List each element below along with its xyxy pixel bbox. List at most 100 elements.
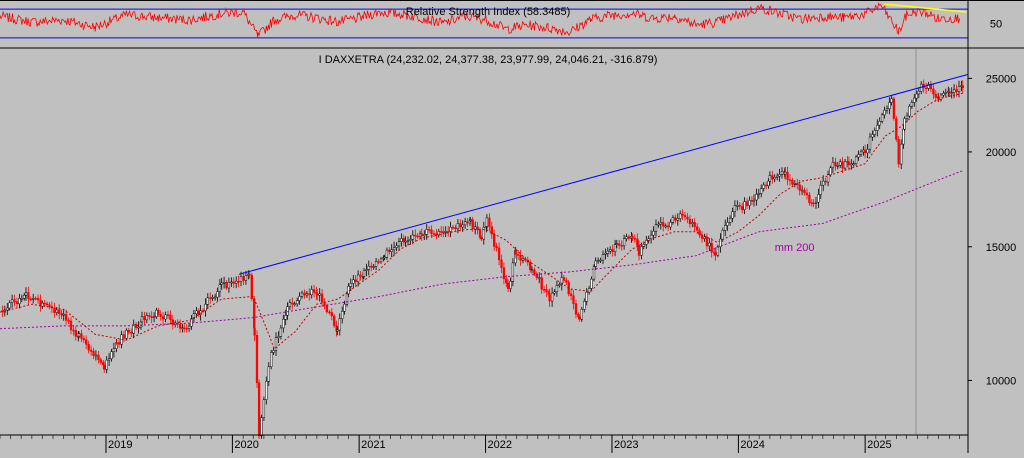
- candle-body: [55, 309, 58, 313]
- candle-body: [397, 241, 401, 247]
- candle-body: [456, 223, 460, 230]
- candle-body: [752, 199, 756, 202]
- candle-body: [220, 282, 223, 285]
- candle-body: [469, 219, 472, 221]
- candle-body: [97, 354, 100, 360]
- candle-body: [237, 280, 240, 283]
- candle-body: [743, 201, 746, 210]
- candle-body: [560, 277, 563, 285]
- candle-body: [834, 161, 837, 167]
- candle-body: [105, 359, 108, 370]
- candle-body: [726, 222, 729, 226]
- candle-body: [312, 289, 316, 293]
- candle-body: [633, 237, 636, 240]
- candle-body: [447, 231, 450, 233]
- candle-body: [876, 124, 879, 131]
- rsi-series-line: [0, 2, 961, 38]
- mm200-label: mm 200: [775, 242, 815, 254]
- candle-body: [831, 161, 835, 169]
- rsi-title: Relative Strength Index (58.3485): [406, 6, 571, 18]
- candle-body: [841, 161, 844, 169]
- candle-body: [148, 315, 151, 317]
- candle-body: [15, 301, 19, 305]
- candle-body: [578, 316, 581, 320]
- candle-body: [776, 175, 779, 178]
- price-chart-title: I DAXXETRA (24,232.02, 24,377.38, 23,977…: [319, 54, 658, 66]
- candle-body: [257, 382, 261, 437]
- candle-body: [286, 306, 289, 316]
- candle-body: [89, 349, 93, 352]
- candle-body: [509, 281, 512, 289]
- candle-body: [36, 298, 40, 301]
- candle-body: [99, 359, 102, 363]
- candle-body: [548, 293, 551, 302]
- candle-body: [365, 269, 368, 271]
- candle-body: [143, 316, 146, 321]
- candle-body: [209, 297, 212, 300]
- candle-body: [372, 266, 375, 268]
- candle-body: [852, 163, 855, 165]
- candle-body: [924, 87, 928, 90]
- candle-body: [157, 309, 160, 315]
- candle-body: [599, 259, 602, 262]
- candle-body: [819, 184, 822, 195]
- candle-body: [671, 217, 675, 223]
- candle-body: [905, 115, 909, 119]
- candle-body: [125, 330, 128, 339]
- candle-body: [183, 327, 186, 329]
- candle-body: [270, 352, 273, 368]
- candle-body: [627, 236, 631, 239]
- candle-body: [961, 85, 964, 88]
- candle-body: [488, 217, 491, 227]
- candle-body: [260, 417, 263, 437]
- candle-body: [395, 245, 398, 248]
- x-tick-label-3: 2022: [488, 439, 512, 451]
- candle-body: [771, 175, 774, 180]
- candle-body: [750, 200, 754, 202]
- candle-body: [423, 234, 426, 236]
- candle-body: [347, 285, 350, 295]
- candle-body: [662, 222, 665, 227]
- candle-body: [615, 243, 618, 245]
- candle-body: [793, 183, 796, 185]
- candle-body: [225, 281, 228, 289]
- candle-body: [43, 302, 46, 305]
- candle-body: [652, 230, 655, 236]
- candle-body: [762, 184, 765, 189]
- candle-body: [745, 201, 749, 206]
- candle-body: [903, 118, 906, 130]
- candle-body: [8, 302, 11, 309]
- rsi-panel-bg: [0, 0, 968, 48]
- candle-body: [134, 324, 138, 328]
- candle-body: [435, 233, 438, 236]
- candle-body: [463, 221, 467, 226]
- candle-body: [74, 330, 77, 337]
- candle-body: [284, 315, 287, 320]
- candle-body: [812, 202, 815, 205]
- candle-body: [466, 221, 469, 224]
- candle-body: [82, 338, 85, 341]
- candle-body: [409, 239, 412, 241]
- candle-body: [902, 128, 905, 145]
- candle-body: [32, 298, 35, 300]
- rsi-panel: 50: [0, 0, 1002, 48]
- candle-body: [565, 280, 568, 283]
- candle-body: [587, 288, 591, 293]
- candle-body: [159, 314, 162, 317]
- candle-body: [211, 297, 214, 299]
- candle-body: [957, 86, 961, 92]
- candle-body: [569, 293, 573, 296]
- candle-body: [611, 249, 614, 252]
- candle-body: [62, 313, 65, 316]
- candle-body: [300, 292, 304, 297]
- candle-body: [521, 258, 525, 261]
- x-tick-label-2: 2021: [361, 439, 385, 451]
- candle-body: [640, 246, 643, 256]
- candle-body: [622, 238, 626, 247]
- candle-body: [48, 304, 51, 307]
- candle-body: [388, 249, 391, 252]
- candle-body: [414, 234, 417, 237]
- candle-body: [873, 130, 876, 135]
